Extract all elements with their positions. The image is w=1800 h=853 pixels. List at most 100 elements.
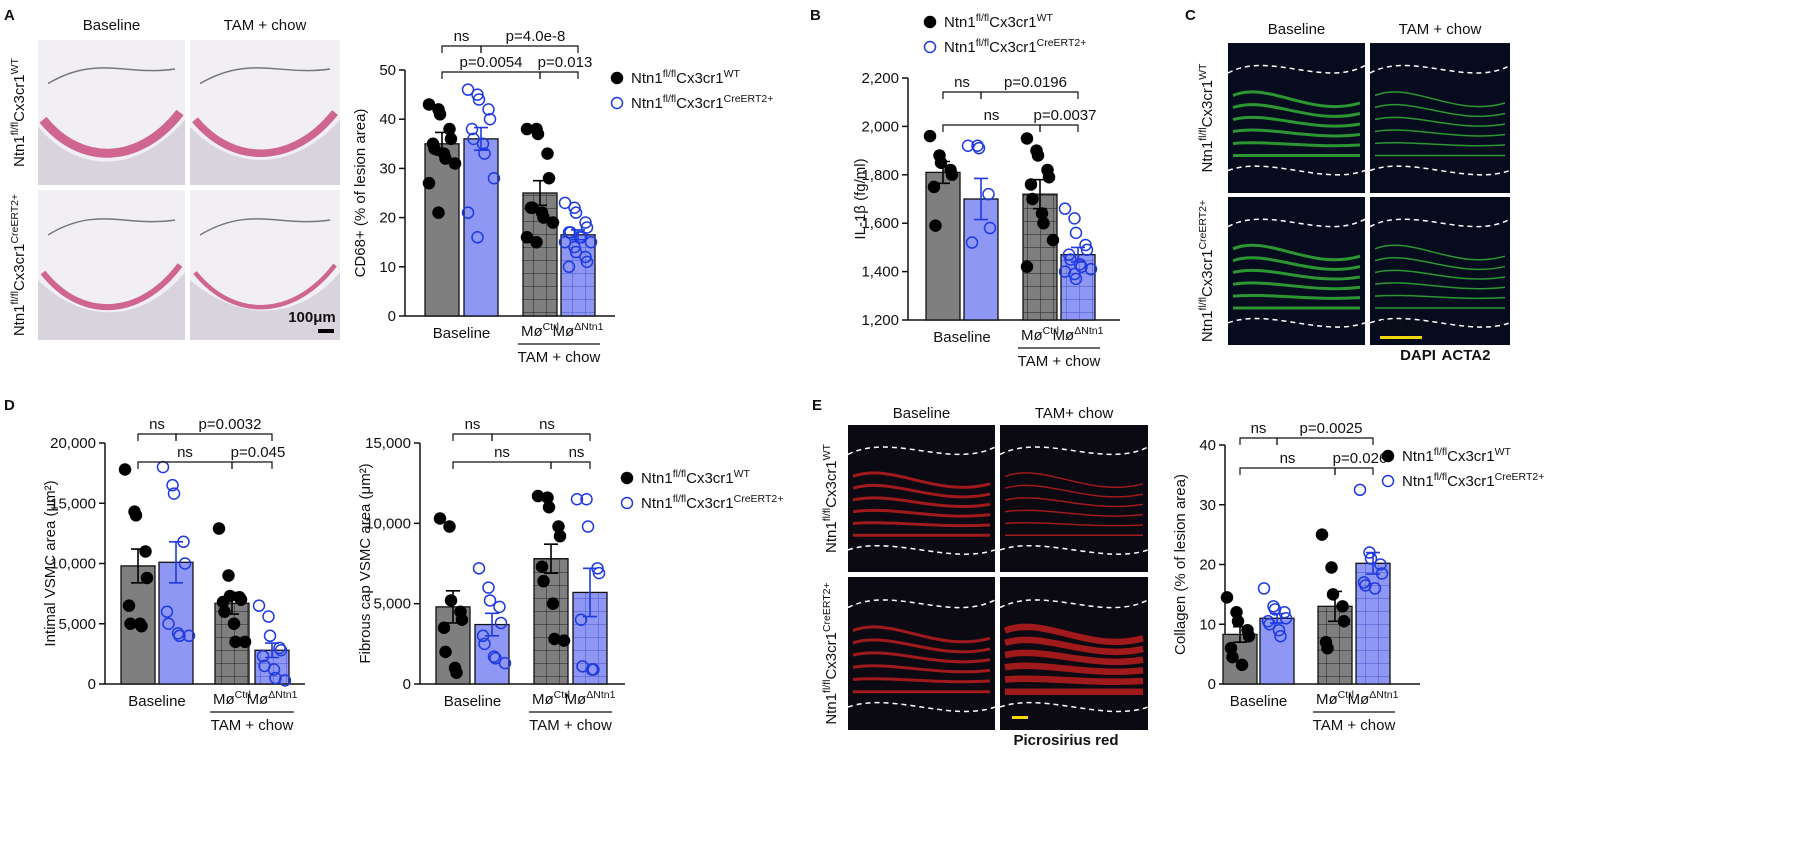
fiber	[1004, 662, 1144, 676]
y-axis-label: Intimal VSMC area (μm²)	[42, 480, 59, 646]
fiber	[1374, 129, 1506, 137]
micrograph	[190, 40, 340, 185]
data-point	[1058, 265, 1072, 278]
legend-marker	[1381, 474, 1395, 488]
legend-label-part: CreERT2+	[1037, 37, 1087, 49]
significance-bracket	[441, 71, 541, 79]
stain	[39, 109, 184, 158]
error-bar	[936, 160, 950, 185]
data-point	[1026, 192, 1039, 206]
data-point	[129, 509, 143, 522]
row-label: Ntn1fl/flCx3cr1CreERT2+	[9, 194, 28, 336]
data-point	[222, 569, 235, 582]
data-point	[580, 492, 593, 506]
data-point	[156, 460, 170, 474]
legend-label-part: Ntn1	[944, 14, 976, 31]
row-label-part: fl/fl	[9, 291, 21, 304]
scale-bar-label: 100μm	[288, 309, 336, 326]
error-bar	[974, 177, 988, 221]
fiber	[1004, 484, 1144, 498]
row-label-part: Cx3cr1	[823, 632, 840, 680]
error-bar	[225, 591, 239, 615]
data-point	[546, 597, 560, 610]
scale-bar-label: 100μm	[1378, 317, 1424, 334]
significance-label: ns	[539, 416, 555, 433]
fiber	[852, 496, 991, 509]
micrograph	[1227, 197, 1366, 345]
x-sub-label: MøΔNtn1	[1348, 689, 1399, 708]
data-point	[557, 634, 571, 647]
fiber	[852, 508, 991, 518]
micrograph	[1227, 43, 1366, 193]
data-point	[1374, 558, 1387, 571]
fiber	[1232, 256, 1361, 271]
micrograph	[190, 190, 340, 340]
micrograph	[38, 190, 185, 340]
data-point	[1084, 262, 1098, 276]
data-point	[278, 674, 292, 687]
legend-label-part: WT	[724, 68, 741, 80]
significance-label: ns	[954, 74, 970, 91]
significance-label: p=0.045	[231, 444, 286, 461]
row-label-part: CreERT2+	[9, 194, 21, 244]
error-bar	[544, 543, 558, 574]
x-sub-label-part: ΔNtn1	[1074, 325, 1103, 337]
rotated-label: Ntn1fl/flCx3cr1CreERT2+	[821, 582, 840, 724]
data-point	[584, 235, 598, 249]
data-point	[1368, 582, 1382, 595]
data-point	[558, 235, 572, 249]
error-bar	[169, 541, 183, 584]
data-point	[546, 216, 560, 229]
fiber	[852, 664, 991, 674]
data-point	[1325, 561, 1338, 574]
row-label-part: Ntn1	[11, 135, 28, 167]
y-tick-label: 0	[388, 308, 396, 325]
data-point	[444, 594, 458, 607]
row-label-part: WT	[821, 443, 833, 460]
legend-label: Ntn1fl/flCx3cr1CreERT2+	[944, 37, 1086, 56]
bar	[925, 171, 961, 321]
y-tick-label: 20	[1199, 557, 1216, 574]
error-bar	[485, 612, 499, 637]
significance-bracket	[175, 433, 273, 441]
data-point	[592, 566, 606, 580]
scale-bar	[1380, 336, 1422, 339]
row-label-part: Ntn1	[11, 304, 28, 336]
tissue	[190, 272, 340, 340]
data-point	[444, 132, 458, 146]
rotated-label: Ntn1fl/flCx3cr1WT	[821, 443, 840, 553]
fiber	[1004, 509, 1144, 517]
data-point	[580, 221, 594, 234]
boundary	[847, 701, 996, 713]
y-tick-label: 40	[379, 111, 396, 128]
data-point	[1279, 612, 1293, 625]
row-label-part: fl/fl	[821, 508, 833, 521]
legend-label-part: fl/fl	[663, 68, 676, 80]
fiber	[852, 651, 991, 664]
fiber	[1374, 91, 1506, 108]
significance-label: ns	[177, 444, 193, 461]
data-point	[1278, 606, 1291, 619]
significance-bracket	[1276, 437, 1374, 445]
data-point	[428, 142, 441, 155]
significance-label: p=0.026	[1333, 450, 1388, 467]
legend-label-part: Cx3cr1	[676, 95, 724, 112]
x-sub-label-part: ΔNtn1	[1369, 689, 1398, 701]
legend-label: Ntn1fl/flCx3cr1WT	[631, 68, 741, 87]
data-point	[476, 137, 490, 151]
x-sub-label-part: Ctrl	[1043, 325, 1059, 337]
legend-marker	[620, 471, 634, 485]
x-group-label: TAM + chow	[1018, 353, 1101, 370]
fiber	[1232, 243, 1361, 262]
x-group-label: TAM + chow	[1313, 717, 1396, 734]
row-label-part: WT	[1197, 63, 1209, 80]
x-sub-label-part: Mø	[521, 323, 543, 340]
legend-label-part: Cx3cr1	[686, 495, 734, 512]
significance-label: ns	[1280, 450, 1296, 467]
data-point	[569, 206, 583, 219]
data-point	[160, 605, 174, 618]
data-point	[542, 501, 556, 514]
legend-label-part: Ntn1	[641, 495, 673, 512]
boundary	[999, 599, 1149, 609]
